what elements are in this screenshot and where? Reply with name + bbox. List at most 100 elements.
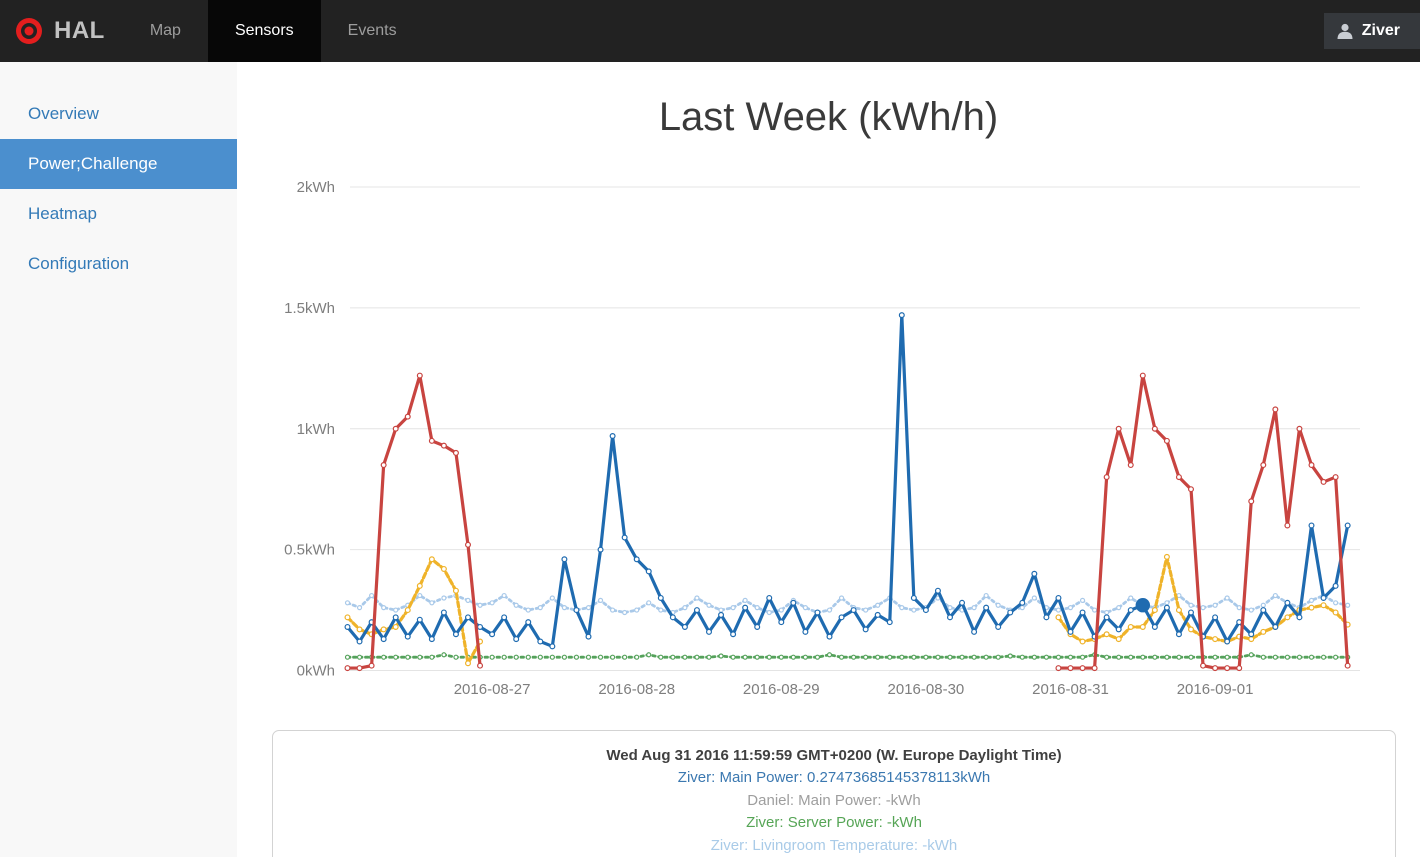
series-marker <box>1140 654 1146 660</box>
series-marker <box>622 654 628 660</box>
nav-tab-events[interactable]: Events <box>347 22 397 39</box>
series-marker <box>1284 614 1291 621</box>
series-marker <box>537 605 543 611</box>
series-marker <box>1272 654 1278 660</box>
series-marker <box>344 600 351 606</box>
series-marker <box>634 654 640 660</box>
series-marker <box>380 626 387 633</box>
series-marker <box>1115 425 1122 432</box>
series-marker <box>1200 605 1206 611</box>
series-marker <box>1320 594 1327 601</box>
series-marker <box>1212 654 1218 660</box>
series-marker <box>1043 614 1050 621</box>
series-marker <box>489 631 496 638</box>
series-marker <box>670 654 676 660</box>
sidebar-item-overview[interactable]: Overview <box>28 104 99 123</box>
user-icon <box>1337 23 1353 39</box>
series-marker <box>573 607 580 614</box>
series-marker <box>693 607 700 614</box>
series-marker <box>826 652 833 658</box>
series-marker <box>585 633 592 640</box>
series-marker <box>440 442 447 449</box>
series-marker <box>549 595 555 601</box>
series-marker <box>682 654 688 660</box>
series-marker <box>356 665 363 672</box>
sidebar-item-configuration[interactable]: Configuration <box>28 254 130 273</box>
series-marker <box>946 614 953 621</box>
series-marker <box>1127 607 1134 614</box>
series-marker <box>1260 654 1266 660</box>
series-marker <box>814 654 821 660</box>
series-marker <box>380 636 387 643</box>
series-marker <box>669 614 676 621</box>
series-marker <box>356 654 363 660</box>
series-marker <box>1296 425 1303 432</box>
series-marker <box>1163 553 1170 560</box>
sidebar-nav: Overview Power;Challenge Heatmap Configurat… <box>0 62 237 857</box>
series-marker <box>1308 462 1315 469</box>
series-marker <box>874 611 881 618</box>
y-tick-label: 2kWh <box>297 179 335 196</box>
series-marker <box>1055 594 1062 601</box>
series-marker <box>1115 626 1122 633</box>
series-marker <box>1248 498 1255 505</box>
series-marker <box>1272 406 1279 413</box>
series-marker <box>404 633 411 640</box>
series-marker <box>440 609 447 616</box>
series-marker <box>1188 654 1194 660</box>
series-marker <box>875 602 881 608</box>
series-marker <box>742 597 748 603</box>
series-marker <box>766 609 772 616</box>
series-marker <box>1031 570 1038 577</box>
series-marker <box>585 654 592 660</box>
series-marker <box>525 607 531 613</box>
sidebar-item-power-challenge[interactable]: Power;Challenge <box>0 139 237 189</box>
series-marker <box>465 541 472 548</box>
series-marker <box>995 623 1002 630</box>
series-marker <box>465 614 472 621</box>
target-logo-icon <box>16 18 42 44</box>
sidebar-item-heatmap[interactable]: Heatmap <box>28 204 97 223</box>
series-line-1 <box>346 653 1350 659</box>
series-marker <box>1055 614 1062 621</box>
app-logo[interactable]: HAL <box>0 0 123 62</box>
series-marker <box>1019 599 1026 606</box>
y-tick-label: 0.5kWh <box>284 542 335 559</box>
chart-canvas[interactable]: 2kWh 1.5kWh 1kWh 0.5kWh 0kWh 2016-08-27 2016-0… <box>237 162 1420 722</box>
series-marker <box>1320 602 1327 609</box>
tooltip-timestamp: Wed Aug 31 2016 11:59:59 GMT+0200 (W. Eu… <box>606 747 1062 764</box>
nav-tab-sensors[interactable]: Sensors <box>207 0 321 62</box>
series-marker <box>428 636 435 643</box>
tooltip-rows: Ziver: Main Power: 0.27473685145378113kW… <box>273 767 1395 857</box>
series-marker <box>452 587 459 594</box>
series-marker <box>863 654 869 660</box>
user-menu[interactable]: Ziver <box>1323 13 1420 49</box>
series-marker <box>1332 600 1339 606</box>
series-marker <box>694 654 700 660</box>
series-marker <box>1067 665 1074 672</box>
series-marker <box>922 607 929 614</box>
series-marker <box>561 654 567 660</box>
series-marker <box>1320 478 1327 485</box>
series-marker <box>381 605 387 611</box>
series-marker <box>887 654 893 660</box>
series-marker <box>597 546 604 553</box>
series-marker <box>1151 623 1158 630</box>
hovered-data-point <box>1135 598 1150 613</box>
series-marker <box>959 599 966 606</box>
series-marker <box>1260 628 1267 635</box>
navbar-tabs: Map Sensors Events <box>123 0 424 62</box>
nav-tab-map[interactable]: Map <box>149 22 181 39</box>
series-marker <box>1043 654 1050 660</box>
series-marker <box>561 556 568 563</box>
series-marker <box>1308 522 1315 529</box>
series-marker <box>369 592 375 599</box>
series-marker <box>1344 662 1351 669</box>
series-marker <box>610 654 616 660</box>
series-marker <box>440 565 447 572</box>
series-marker <box>1152 654 1158 660</box>
series-marker <box>1151 425 1158 432</box>
series-marker <box>947 654 953 660</box>
series-marker <box>838 654 845 660</box>
series-marker <box>1175 607 1182 614</box>
